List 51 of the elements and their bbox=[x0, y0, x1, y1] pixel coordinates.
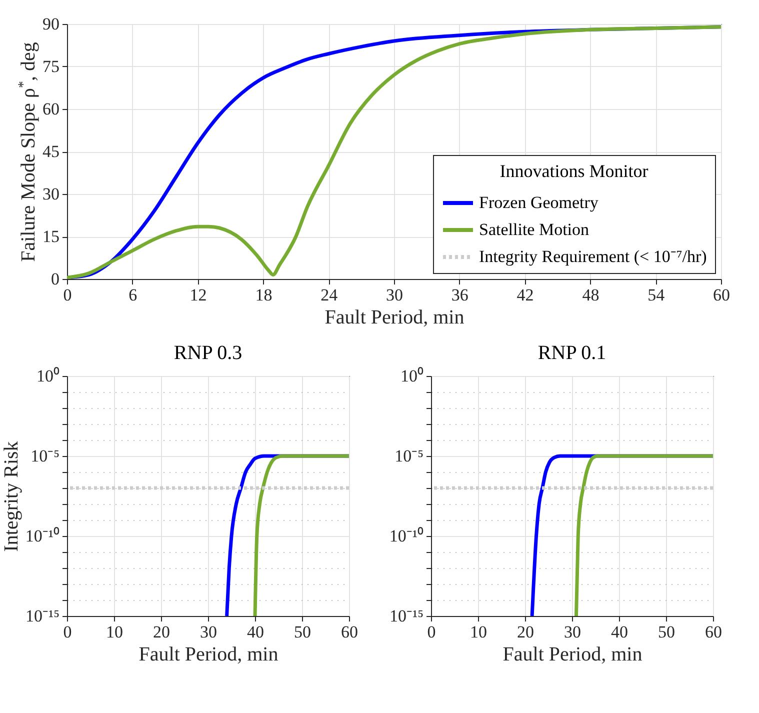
y-tick-label: 10⁻¹⁰ bbox=[25, 526, 60, 546]
y-tick-label: 90 bbox=[42, 14, 60, 34]
x-tick-label: 10 bbox=[470, 622, 487, 642]
y-axis-title: Integrity Risk bbox=[0, 441, 22, 552]
x-tick-label: 6 bbox=[128, 286, 138, 304]
y-tick-label: 10⁻¹⁰ bbox=[389, 526, 424, 546]
x-tick-label: 0 bbox=[63, 286, 72, 304]
line-series bbox=[574, 454, 713, 616]
x-axis-title: Fault Period, min bbox=[324, 306, 464, 328]
y-tick-label: 10⁻¹⁵ bbox=[25, 606, 60, 626]
x-tick-label: 60 bbox=[705, 622, 722, 642]
x-axis-title: Fault Period, min bbox=[138, 644, 278, 666]
legend-label: Frozen Geometry bbox=[479, 193, 599, 212]
x-tick-label: 12 bbox=[190, 286, 207, 304]
x-tick-label: 24 bbox=[320, 286, 338, 304]
y-tick-label: 10⁻⁵ bbox=[394, 446, 424, 466]
y-tick-label: 10⁻¹⁵ bbox=[389, 606, 424, 626]
x-tick-label: 30 bbox=[564, 622, 581, 642]
x-tick-label: 40 bbox=[611, 622, 628, 642]
y-tick-label: 10⁻⁵ bbox=[30, 446, 60, 466]
chart-title: RNP 0.1 bbox=[538, 342, 606, 364]
legend-label: Satellite Motion bbox=[479, 220, 590, 239]
chart-title: RNP 0.3 bbox=[174, 342, 242, 364]
legend-label: Integrity Requirement (< 10⁻⁷/hr) bbox=[479, 247, 707, 266]
x-tick-label: 30 bbox=[200, 622, 217, 642]
legend-title: Innovations Monitor bbox=[500, 161, 648, 181]
y-tick-label: 0 bbox=[51, 270, 60, 288]
y-tick-label: 30 bbox=[42, 184, 60, 204]
x-tick-label: 40 bbox=[247, 622, 264, 642]
x-tick-label: 60 bbox=[341, 622, 358, 642]
x-tick-label: 50 bbox=[294, 622, 311, 642]
x-tick-label: 0 bbox=[63, 622, 72, 642]
x-tick-label: 50 bbox=[658, 622, 675, 642]
y-tick-label: 60 bbox=[42, 100, 60, 118]
x-tick-label: 0 bbox=[427, 622, 436, 642]
x-tick-label: 10 bbox=[106, 622, 123, 642]
x-tick-label: 60 bbox=[713, 286, 730, 304]
x-tick-label: 48 bbox=[582, 286, 600, 304]
y-tick-label: 10⁰ bbox=[36, 366, 60, 386]
y-tick-label: 75 bbox=[42, 57, 60, 76]
x-tick-label: 42 bbox=[516, 286, 534, 304]
y-tick-label: 45 bbox=[42, 142, 60, 161]
y-tick-label: 15 bbox=[42, 227, 60, 246]
x-tick-label: 18 bbox=[255, 286, 272, 304]
x-axis-title: Fault Period, min bbox=[502, 644, 642, 666]
y-tick-label: 10⁰ bbox=[400, 366, 424, 386]
line-series bbox=[253, 454, 349, 616]
x-tick-label: 54 bbox=[648, 286, 666, 304]
x-tick-label: 36 bbox=[451, 286, 468, 304]
x-tick-label: 20 bbox=[153, 622, 170, 642]
x-tick-label: 20 bbox=[517, 622, 534, 642]
